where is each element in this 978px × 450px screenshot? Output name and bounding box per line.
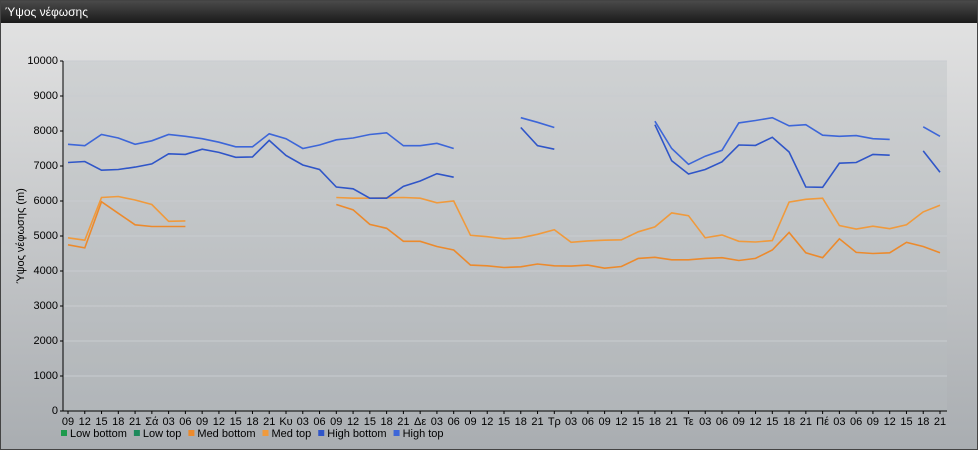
x-tick-label: Δε [414,416,426,428]
x-tick-label: 15 [230,416,242,428]
x-tick-label: 06 [850,416,862,428]
legend-label: Low top [143,428,182,440]
legend-swatch [188,430,195,436]
y-tick-label: 4000 [34,265,58,277]
x-tick-label: 15 [632,416,644,428]
x-tick-label: Πέ [816,416,829,428]
y-tick-label: 9000 [34,90,58,102]
x-tick-label: 21 [934,416,946,428]
x-tick-label: 03 [699,416,711,428]
legend-label: Med bottom [197,428,255,440]
x-tick-label: 03 [565,416,577,428]
legend-swatch [262,430,269,436]
y-tick-label: 7000 [34,160,58,172]
x-tick-label: 15 [766,416,778,428]
x-tick-label: 21 [129,416,141,428]
legend-swatch [61,430,67,436]
x-tick-label: 09 [196,416,208,428]
series-line [67,195,941,244]
title-bar: Ύψος νέφωσης [1,1,977,23]
legend-swatch [393,430,400,436]
legend-label: High bottom [327,428,386,440]
x-tick-label: 12 [347,416,359,428]
x-tick-label: 09 [733,416,745,428]
x-tick-label: 18 [380,416,392,428]
x-tick-label: 09 [598,416,610,428]
x-tick-label: 15 [95,416,107,428]
x-tick-label: 09 [867,416,879,428]
x-tick-label: 06 [179,416,191,428]
x-tick-label: 06 [313,416,325,428]
x-tick-label: Τε [683,416,694,428]
x-tick-label: 03 [162,416,174,428]
y-tick-label: 6000 [34,195,58,207]
legend-label: High top [403,428,444,440]
x-tick-label: 21 [531,416,543,428]
legend-swatch [318,430,325,436]
x-tick-label: 21 [263,416,275,428]
x-tick-label: 09 [62,416,74,428]
chart: Ύψος νέφωσης (m) 0 1000 2000 3000 4000 5000 60… [15,55,947,440]
x-tick-label: 03 [833,416,845,428]
x-tick-label: 03 [297,416,309,428]
x-tick-label: 21 [397,416,409,428]
series-line [67,124,941,199]
y-tick-label: 8000 [34,125,58,137]
legend-swatch [133,430,140,436]
series-line [67,200,941,270]
x-tick-label: 06 [582,416,594,428]
y-tick-label: 10000 [27,55,58,67]
x-tick-label: 21 [800,416,812,428]
legend-label: Med top [272,428,312,440]
x-tick-label: 12 [213,416,225,428]
x-tick-label: 18 [649,416,661,428]
x-tick-label: Σά [145,416,159,428]
x-tick-label: 15 [364,416,376,428]
y-tick-label: 3000 [34,300,58,312]
x-tick-label: Τρ [548,416,561,428]
y-tick-label: 0 [52,405,58,417]
x-tick-label: 18 [112,416,124,428]
x-tick-label: 06 [448,416,460,428]
x-tick-label: 18 [515,416,527,428]
x-tick-label: 18 [917,416,929,428]
x-tick-label: 09 [464,416,476,428]
x-tick-label: 18 [783,416,795,428]
x-tick-label: 03 [431,416,443,428]
y-tick-label: 1000 [34,370,58,382]
x-tick-label: Κυ [279,416,292,428]
x-tick-label: 18 [246,416,258,428]
x-tick-label: 12 [884,416,896,428]
y-tick-label: 2000 [34,335,58,347]
series-line [67,116,941,166]
x-tick-label: 15 [498,416,510,428]
x-tick-label: 12 [749,416,761,428]
x-tick-label: 12 [79,416,91,428]
x-tick-label: 21 [666,416,678,428]
x-tick-label: 15 [900,416,912,428]
legend-label: Low bottom [70,428,127,440]
x-tick-label: 12 [615,416,627,428]
y-axis-label: Ύψος νέφωσης (m) [15,188,27,284]
x-tick-label: 12 [481,416,493,428]
y-tick-label: 5000 [34,230,58,242]
x-tick-label: 09 [330,416,342,428]
x-tick-label: 06 [716,416,728,428]
